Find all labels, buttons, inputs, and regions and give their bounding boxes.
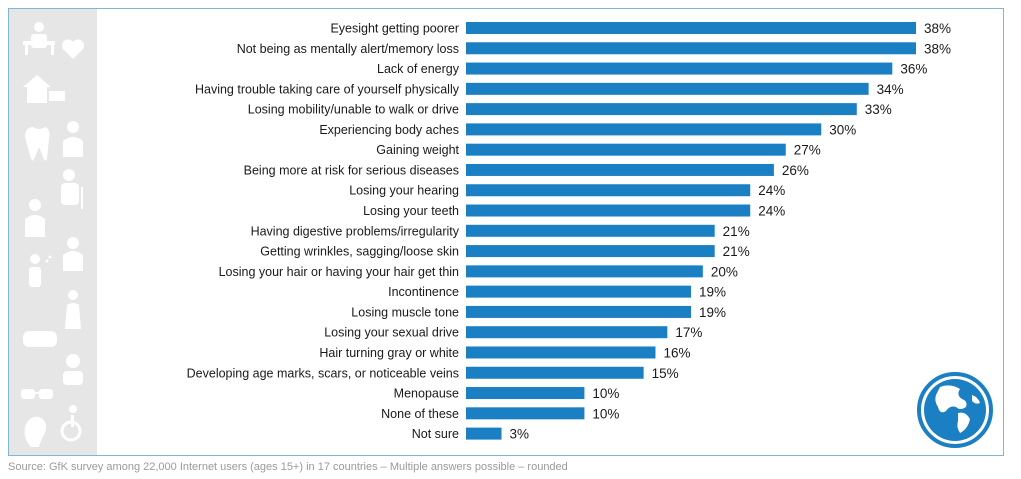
bar xyxy=(466,245,715,258)
bar xyxy=(466,103,857,116)
bar xyxy=(466,265,703,278)
value-labels: 38% 38% 36% 34% 33% 30% 27% 26% 24% 24% 21% 21% 20% 1… xyxy=(510,21,952,442)
value-label: 19% xyxy=(699,305,726,320)
category-label: Having trouble taking care of yourself p… xyxy=(195,82,460,96)
heart-icon xyxy=(61,39,85,59)
house-icon xyxy=(23,75,65,103)
value-label: 24% xyxy=(758,204,785,219)
category-label: Losing your teeth xyxy=(363,204,459,218)
bar xyxy=(466,123,822,136)
category-label: Losing your sexual drive xyxy=(324,326,459,340)
bar xyxy=(466,143,786,156)
globe-icon xyxy=(917,372,993,448)
category-label: Experiencing body aches xyxy=(319,123,459,137)
category-label: None of these xyxy=(381,407,459,421)
bar xyxy=(466,285,691,298)
bar xyxy=(466,163,774,176)
source-note: Source: GfK survey among 22,000 Internet… xyxy=(8,461,568,473)
bar xyxy=(466,305,691,318)
sidebar-illustrations xyxy=(21,22,85,447)
value-label: 3% xyxy=(510,427,530,442)
category-label: Not sure xyxy=(412,427,459,441)
category-labels: Eyesight getting poorer Not being as ment… xyxy=(187,22,460,442)
category-label: Eyesight getting poorer xyxy=(330,22,459,36)
category-label: Losing muscle tone xyxy=(351,305,459,319)
category-label: Developing age marks, scars, or noticeab… xyxy=(187,366,459,380)
bar xyxy=(466,204,751,217)
bar xyxy=(466,407,585,420)
value-label: 38% xyxy=(924,41,951,56)
bar xyxy=(466,62,893,75)
bar xyxy=(466,366,644,379)
value-label: 10% xyxy=(592,386,619,401)
category-label: Having digestive problems/irregularity xyxy=(251,224,460,238)
value-label: 10% xyxy=(592,406,619,421)
category-label: Lack of energy xyxy=(377,62,460,76)
bar xyxy=(466,22,916,34)
ear-icon xyxy=(24,416,47,447)
bar xyxy=(466,82,869,95)
category-label: Gaining weight xyxy=(376,143,459,157)
value-label: 20% xyxy=(711,264,738,279)
category-label: Losing your hair or having your hair get… xyxy=(219,265,459,279)
value-label: 27% xyxy=(794,143,821,158)
category-label: Incontinence xyxy=(388,285,459,299)
value-label: 21% xyxy=(723,224,750,239)
bars xyxy=(466,22,916,440)
value-label: 21% xyxy=(723,244,750,259)
bar xyxy=(466,427,502,440)
glasses-icon xyxy=(21,389,53,399)
person-icon xyxy=(63,121,83,157)
value-label: 26% xyxy=(782,163,809,178)
value-label: 33% xyxy=(865,102,892,117)
back-pain-icon xyxy=(65,290,81,329)
bar xyxy=(466,184,751,197)
coughing-person-icon xyxy=(29,254,52,287)
category-label: Getting wrinkles, sagging/loose skin xyxy=(260,245,459,259)
category-label: Losing mobility/unable to walk or drive xyxy=(248,103,459,117)
category-label: Losing your hearing xyxy=(349,184,459,198)
head-icon xyxy=(25,199,45,237)
value-label: 16% xyxy=(663,345,690,360)
person2-icon xyxy=(63,237,83,271)
value-label: 30% xyxy=(829,122,856,137)
value-label: 17% xyxy=(675,325,702,340)
pain-head-icon xyxy=(63,354,83,385)
value-label: 19% xyxy=(699,285,726,300)
icon-sidebar xyxy=(9,9,97,455)
category-label: Hair turning gray or white xyxy=(319,346,459,360)
bar xyxy=(466,42,916,55)
value-label: 36% xyxy=(900,62,927,77)
wheelchair-icon xyxy=(60,405,82,442)
teeth-icon xyxy=(23,331,57,347)
value-label: 15% xyxy=(652,366,679,381)
bar xyxy=(466,326,668,339)
category-label: Being more at risk for serious diseases xyxy=(244,163,459,177)
tooth-icon xyxy=(25,127,50,161)
bar xyxy=(466,387,585,400)
elderly-person-icon xyxy=(61,169,83,209)
desk-person-icon xyxy=(23,22,55,55)
value-label: 34% xyxy=(877,82,904,97)
category-label: Menopause xyxy=(394,387,459,401)
bar xyxy=(466,346,656,359)
category-label: Not being as mentally alert/memory loss xyxy=(237,42,459,56)
value-label: 24% xyxy=(758,183,785,198)
bar xyxy=(466,224,715,237)
value-label: 38% xyxy=(924,21,951,36)
